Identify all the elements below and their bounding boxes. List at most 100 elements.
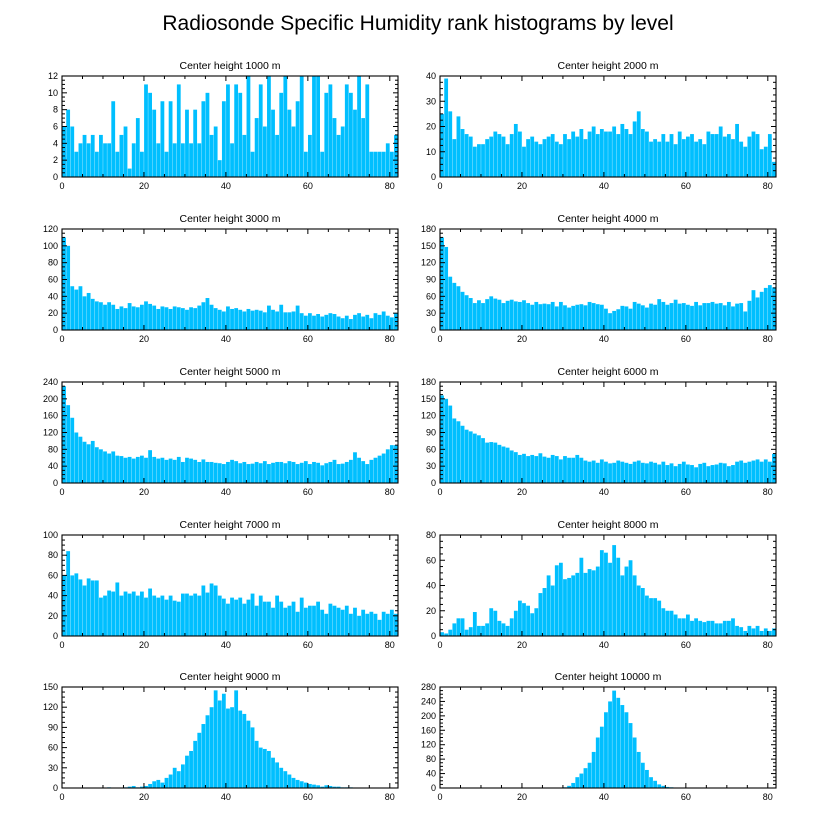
- bar: [247, 464, 251, 483]
- bar: [633, 302, 637, 330]
- y-tick-label: 30: [426, 308, 436, 318]
- y-tick-label: 80: [48, 258, 58, 268]
- bar: [584, 305, 588, 330]
- bar: [263, 127, 267, 178]
- bar: [378, 620, 382, 636]
- bar: [206, 298, 210, 330]
- bar: [107, 143, 111, 177]
- bar: [160, 306, 164, 330]
- bar: [296, 464, 300, 483]
- bar: [563, 305, 567, 330]
- y-tick-label: 60: [48, 570, 58, 580]
- bar: [341, 610, 345, 636]
- bar: [365, 315, 369, 330]
- bar: [567, 458, 571, 483]
- bar: [616, 134, 620, 177]
- y-tick-label: 120: [421, 740, 436, 750]
- bar: [394, 445, 398, 483]
- bar: [678, 464, 682, 483]
- bar: [457, 116, 461, 177]
- bar: [657, 464, 661, 483]
- bar: [719, 623, 723, 636]
- bar: [386, 614, 390, 636]
- bar: [502, 303, 506, 330]
- bar: [616, 461, 620, 483]
- bar: [316, 602, 320, 636]
- bar: [120, 135, 124, 177]
- bar: [682, 303, 686, 330]
- bar: [727, 302, 731, 330]
- bar: [584, 461, 588, 483]
- bar: [124, 592, 128, 636]
- bar: [461, 618, 465, 636]
- bar: [308, 606, 312, 636]
- bar: [197, 733, 201, 788]
- bar: [538, 144, 542, 177]
- bar: [320, 152, 324, 177]
- x-tick-label: 60: [303, 181, 313, 191]
- bar: [333, 606, 337, 636]
- bar: [320, 317, 324, 330]
- bar: [756, 297, 760, 330]
- x-tick-label: 20: [517, 792, 527, 802]
- bar: [616, 309, 620, 330]
- bar: [218, 596, 222, 636]
- bar: [357, 616, 361, 636]
- bar: [156, 598, 160, 636]
- bar: [357, 313, 361, 330]
- bar: [214, 586, 218, 637]
- bar: [543, 304, 547, 330]
- bar: [365, 614, 369, 636]
- bar: [706, 466, 710, 483]
- bar: [764, 459, 768, 483]
- bar: [600, 550, 604, 636]
- bar: [682, 618, 686, 636]
- y-tick-label: 280: [421, 682, 436, 692]
- bar: [189, 307, 193, 330]
- bar: [768, 285, 772, 330]
- bar: [477, 300, 481, 330]
- bar: [493, 132, 497, 177]
- x-tick-label: 40: [221, 334, 231, 344]
- bar: [193, 741, 197, 788]
- bar: [275, 596, 279, 636]
- figure-title: Radiosonde Specific Humidity rank histog…: [162, 12, 673, 35]
- bar: [214, 308, 218, 330]
- bar: [711, 621, 715, 636]
- bar: [87, 578, 91, 636]
- bar: [592, 127, 596, 178]
- bar: [575, 777, 579, 788]
- x-tick-label: 60: [303, 792, 313, 802]
- x-tick-label: 60: [303, 487, 313, 497]
- bar: [148, 784, 152, 788]
- bar: [242, 604, 246, 636]
- bar: [222, 101, 226, 177]
- bar: [670, 303, 674, 330]
- x-tick-label: 80: [763, 487, 773, 497]
- bar: [698, 305, 702, 330]
- bar: [625, 712, 629, 788]
- bar: [694, 142, 698, 177]
- bar: [349, 460, 353, 483]
- bar: [571, 458, 575, 483]
- bar: [316, 314, 320, 330]
- bar: [448, 277, 452, 330]
- bar: [485, 299, 489, 330]
- bar: [132, 143, 136, 177]
- bar: [633, 121, 637, 177]
- bar: [210, 305, 214, 330]
- y-tick-label: 40: [426, 769, 436, 779]
- bar: [140, 592, 144, 636]
- bar: [620, 124, 624, 177]
- bar: [115, 152, 119, 177]
- bar: [743, 311, 747, 330]
- bar: [719, 127, 723, 178]
- bar: [177, 602, 181, 636]
- bar: [440, 395, 444, 483]
- bar: [382, 311, 386, 330]
- bar: [514, 124, 518, 177]
- bar: [493, 443, 497, 483]
